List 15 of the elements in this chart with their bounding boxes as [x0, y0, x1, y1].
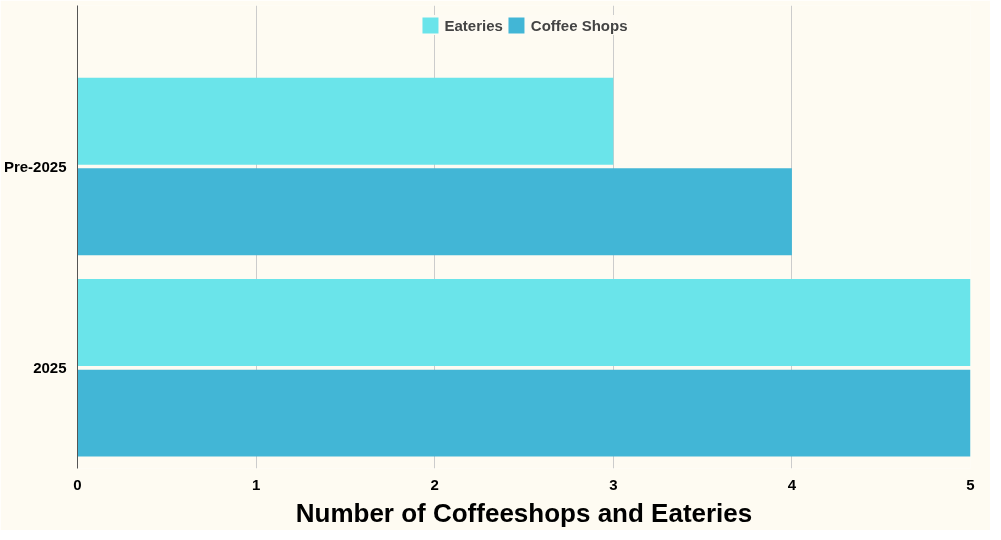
x-tick-label: 2: [430, 475, 439, 493]
legend-label: Coffee Shops: [530, 16, 628, 34]
bar: [77, 168, 792, 256]
x-axis-title: Number of Coffeeshops and Eateries: [295, 497, 753, 528]
bar: [77, 77, 614, 165]
y-tick-label: Pre-2025: [3, 158, 67, 176]
x-tick-label: 3: [609, 475, 618, 493]
y-tick-label: 2025: [33, 359, 67, 377]
bar: [77, 279, 971, 367]
x-tick-label: 5: [966, 475, 975, 493]
x-tick-label: 4: [787, 475, 797, 493]
x-tick-label: 0: [73, 475, 82, 493]
x-tick-label: 1: [251, 475, 261, 493]
bar: [77, 369, 971, 457]
legend-label: Eateries: [444, 16, 503, 34]
